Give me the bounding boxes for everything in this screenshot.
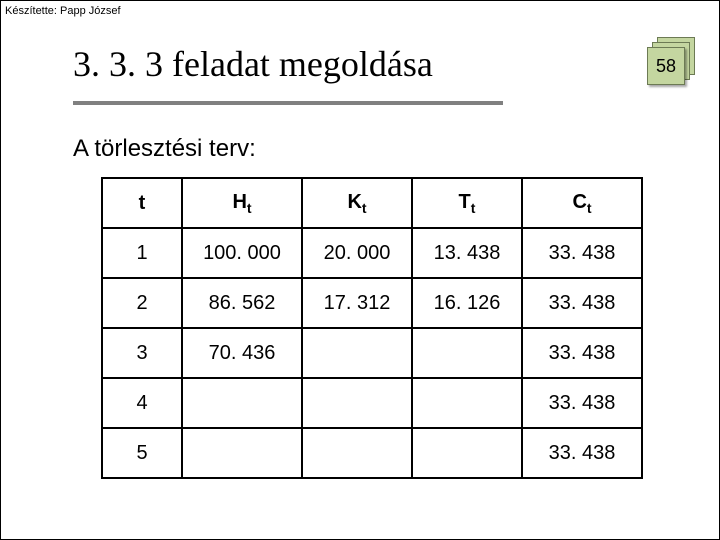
- cell-ct: 33. 438: [522, 428, 642, 478]
- slide: Készítette: Papp József 3. 3. 3 feladat …: [0, 0, 720, 540]
- cell-tt: 13. 438: [412, 228, 522, 278]
- cell-kt: [302, 378, 412, 428]
- cell-kt: [302, 328, 412, 378]
- col-header-ct: Ct: [522, 178, 642, 228]
- cell-t: 2: [102, 278, 182, 328]
- amortization-table: t Ht Kt Tt Ct 1 100. 000 20. 000 13. 438…: [101, 177, 643, 479]
- cell-ct: 33. 438: [522, 228, 642, 278]
- title-underline: [73, 101, 503, 105]
- cell-tt: [412, 328, 522, 378]
- cell-kt: 20. 000: [302, 228, 412, 278]
- cell-t: 5: [102, 428, 182, 478]
- table-row: 2 86. 562 17. 312 16. 126 33. 438: [102, 278, 642, 328]
- cell-kt: [302, 428, 412, 478]
- cell-tt: [412, 428, 522, 478]
- col-header-t: t: [102, 178, 182, 228]
- col-header-tt: Tt: [412, 178, 522, 228]
- page-card-front: 58: [647, 47, 685, 85]
- col-header-kt: Kt: [302, 178, 412, 228]
- table-row: 4 33. 438: [102, 378, 642, 428]
- cell-t: 4: [102, 378, 182, 428]
- cell-ht: [182, 378, 302, 428]
- cell-tt: [412, 378, 522, 428]
- cell-tt: 16. 126: [412, 278, 522, 328]
- cell-t: 3: [102, 328, 182, 378]
- table-header-row: t Ht Kt Tt Ct: [102, 178, 642, 228]
- table-body: 1 100. 000 20. 000 13. 438 33. 438 2 86.…: [102, 228, 642, 478]
- cell-ct: 33. 438: [522, 278, 642, 328]
- cell-ct: 33. 438: [522, 328, 642, 378]
- page-number: 58: [656, 56, 676, 77]
- table-row: 5 33. 438: [102, 428, 642, 478]
- subtitle: A törlesztési terv:: [73, 135, 256, 163]
- col-header-ht: Ht: [182, 178, 302, 228]
- cell-ht: 100. 000: [182, 228, 302, 278]
- table-row: 1 100. 000 20. 000 13. 438 33. 438: [102, 228, 642, 278]
- author-label: Készítette: Papp József: [5, 5, 121, 17]
- page-title: 3. 3. 3 feladat megoldása: [73, 43, 433, 85]
- cell-kt: 17. 312: [302, 278, 412, 328]
- cell-t: 1: [102, 228, 182, 278]
- cell-ht: 86. 562: [182, 278, 302, 328]
- page-number-stack: 58: [647, 37, 695, 85]
- cell-ct: 33. 438: [522, 378, 642, 428]
- table-row: 3 70. 436 33. 438: [102, 328, 642, 378]
- cell-ht: 70. 436: [182, 328, 302, 378]
- cell-ht: [182, 428, 302, 478]
